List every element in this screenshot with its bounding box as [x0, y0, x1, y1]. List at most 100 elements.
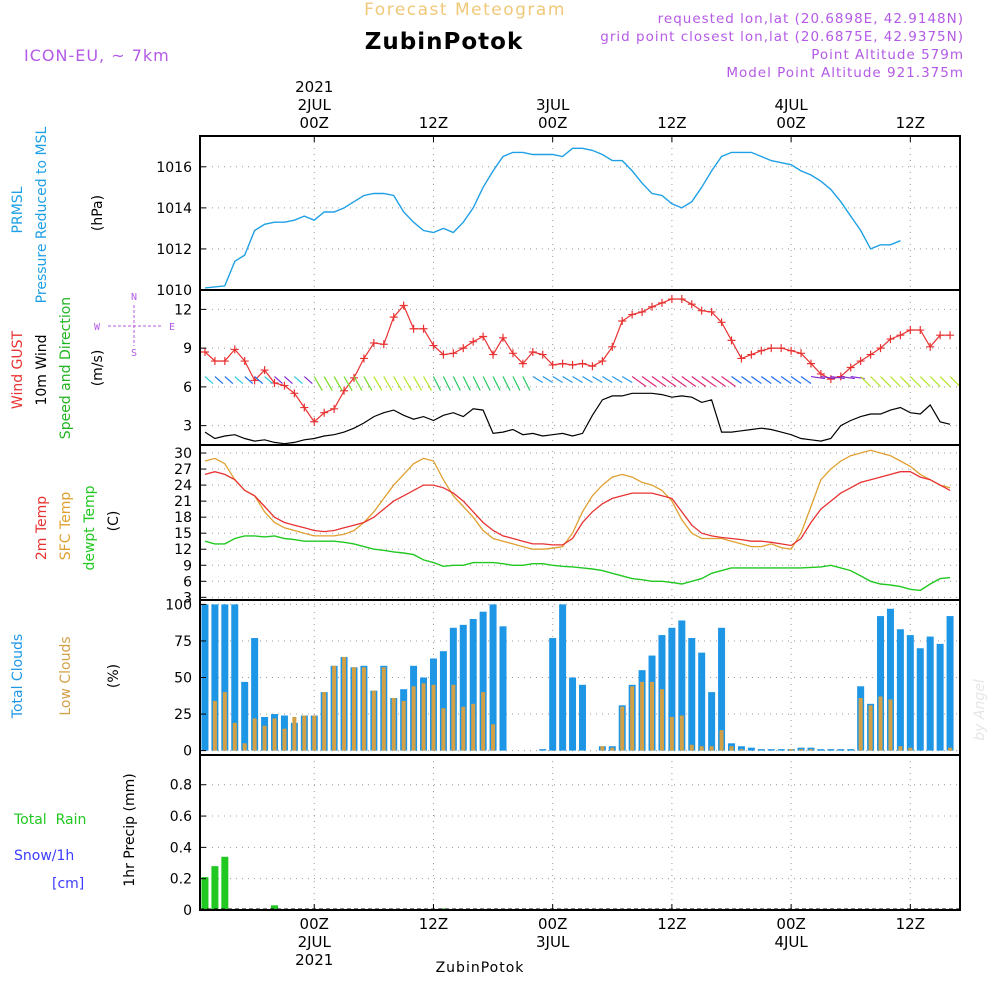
x-tick-label-top: 12Z	[657, 114, 686, 132]
total-cloud-bar	[807, 747, 815, 751]
low-cloud-bar	[689, 744, 694, 751]
low-cloud-bar	[789, 749, 794, 751]
low-cloud-bar	[431, 684, 436, 751]
gust-marker	[727, 336, 736, 345]
gust-marker	[508, 349, 517, 358]
gust-marker	[926, 342, 935, 351]
y-tick-label: 15	[174, 526, 192, 542]
sfc-label: SFC Temp	[58, 492, 74, 561]
y-tick-label: 24	[174, 478, 192, 494]
low-cloud-bar	[351, 667, 356, 751]
gust-marker	[787, 346, 796, 355]
x-tick-label-bottom: 2021	[295, 951, 333, 969]
panel-frame-pressure	[199, 135, 961, 291]
wind-arrow	[323, 376, 333, 391]
compass-south: S	[131, 348, 137, 359]
model-altitude: Model Point Altitude 921.375m	[726, 65, 964, 81]
gust-marker	[548, 360, 557, 369]
wind-arrow	[224, 376, 234, 384]
low-cloud-bar	[898, 746, 903, 751]
wind-arrow	[651, 376, 667, 388]
total-cloud-bar	[698, 652, 706, 751]
wind-arrow	[691, 376, 707, 388]
total-cloud-bar	[241, 681, 249, 751]
low-cloud-bar	[361, 667, 366, 751]
wind-arrow	[373, 376, 383, 391]
total-cloud-bar	[479, 611, 487, 751]
y-tick-label: 75	[174, 634, 192, 650]
low-cloud-bar	[719, 730, 724, 751]
wind-arrow	[840, 375, 855, 380]
total-cloud-bar	[837, 749, 845, 751]
point-altitude: Point Altitude 579m	[811, 47, 964, 63]
x-tick-label-top: 4JUL	[774, 96, 808, 114]
low-cloud-bar	[858, 697, 863, 751]
low-cloud-bar	[808, 749, 813, 751]
axis-layer: 1010101210141016369123691215182124273002…	[156, 78, 925, 969]
wind-arrow	[602, 376, 613, 384]
gust-marker	[628, 310, 637, 319]
low-cloud-bar	[709, 746, 714, 751]
x-tick-label-top: 00Z	[538, 114, 567, 132]
y-tick-label: 6	[183, 380, 192, 396]
wind-arrow	[800, 376, 812, 385]
compass-rose: N S W E	[94, 292, 175, 359]
total-cloud-bar	[489, 604, 497, 751]
low-cloud-bar	[888, 699, 893, 751]
gust-marker	[916, 326, 925, 335]
wind-arrow	[890, 376, 901, 387]
low-cloud-bar	[222, 692, 227, 751]
wind-arrow	[234, 376, 244, 384]
wind-arrow	[452, 376, 461, 391]
low-cloud-bar	[640, 681, 645, 751]
low-clouds-label: Low Clouds	[58, 636, 74, 715]
x-tick-label-top: 12Z	[419, 114, 448, 132]
panel-frame-precip	[199, 754, 961, 911]
t2m-line	[204, 471, 951, 547]
gust-marker	[578, 359, 587, 368]
gust-marker	[558, 359, 567, 368]
total-cloud-bar	[916, 648, 924, 751]
gust-marker	[886, 335, 895, 344]
x-tick-label-bottom: 00Z	[300, 915, 329, 933]
low-cloud-bar	[461, 706, 466, 751]
y-tick-label: 100	[165, 597, 192, 613]
wind-arrow	[204, 376, 214, 384]
y-tick-label: 3	[183, 419, 192, 435]
gust-marker	[906, 326, 915, 335]
wind-arrow	[949, 376, 961, 387]
low-cloud-bar	[620, 706, 625, 751]
x-tick-label-bottom: 12Z	[896, 915, 925, 933]
low-cloud-bar	[650, 681, 655, 751]
gust-marker	[687, 300, 696, 309]
gust-label: Wind GUST	[10, 330, 26, 409]
gust-marker	[936, 331, 945, 340]
y-tick-label: 30	[174, 446, 192, 462]
x-tick-label-top: 12Z	[896, 114, 925, 132]
cloud-labels: Total Clouds Low Clouds (%)	[10, 634, 122, 719]
gust-marker	[518, 359, 527, 368]
x-tick-label-top: 2JUL	[298, 96, 332, 114]
gust-marker	[697, 306, 706, 315]
wind-arrow	[353, 376, 363, 391]
gust-marker	[479, 332, 488, 341]
low-cloud-bar	[739, 749, 744, 751]
wind-arrow	[522, 376, 531, 391]
gust-marker	[946, 331, 955, 340]
x-tick-label-bottom: 12Z	[419, 915, 448, 933]
wind-arrow	[790, 376, 802, 385]
total-cloud-bar	[757, 749, 765, 751]
gust-marker	[200, 348, 209, 356]
low-cloud-bar	[292, 716, 297, 751]
low-cloud-bar	[471, 703, 476, 751]
wind-arrow	[631, 376, 647, 388]
low-cloud-bar	[342, 657, 347, 751]
gust-marker	[608, 342, 617, 351]
gust-marker	[449, 349, 458, 358]
gust-marker	[757, 346, 766, 355]
wind-arrow	[929, 376, 941, 387]
y-tick-label: 18	[174, 510, 192, 526]
x-tick-label-bottom: 00Z	[538, 915, 567, 933]
gust-marker	[499, 333, 508, 342]
